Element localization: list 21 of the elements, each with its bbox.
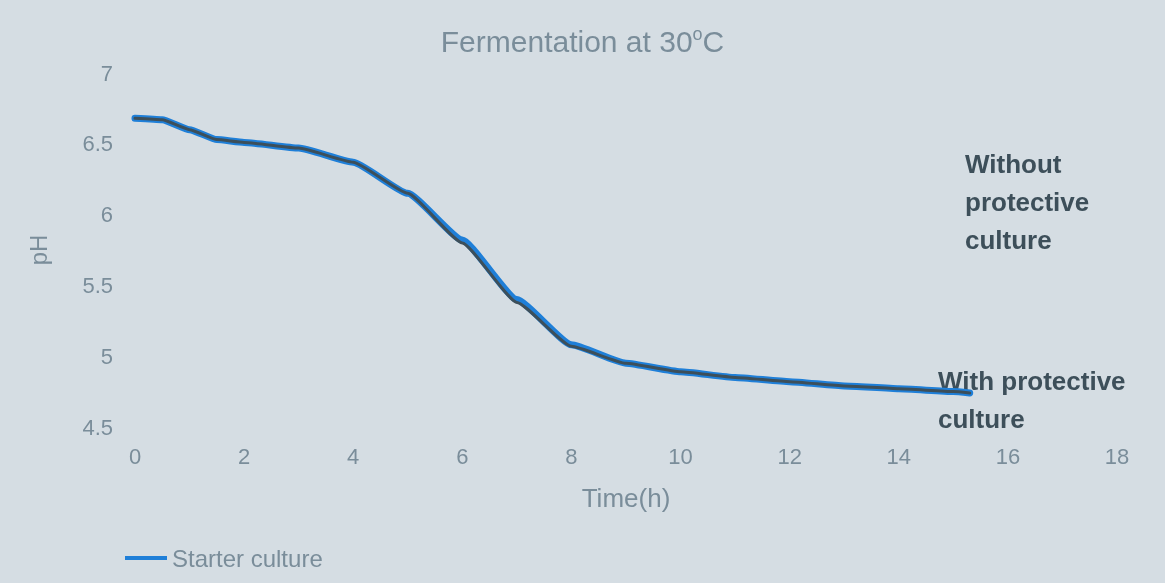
- x-tick-label: 12: [777, 443, 802, 469]
- x-tick-label: 18: [1104, 443, 1130, 469]
- x-tick-label: 4: [347, 443, 360, 469]
- y-tick-label: 4.5: [82, 414, 113, 440]
- x-tick-label: 14: [886, 443, 912, 469]
- y-axis-title: pH: [24, 234, 52, 266]
- x-tick-label: 10: [668, 443, 693, 469]
- y-tick-label: 6.5: [82, 131, 113, 157]
- y-tick-label: 5: [100, 343, 113, 369]
- x-tick-label: 6: [456, 443, 469, 469]
- annotation: Without protective culture: [965, 149, 1090, 255]
- y-tick-label: 5.5: [82, 272, 113, 298]
- x-tick-label: 2: [237, 443, 251, 469]
- x-tick-label: 16: [995, 443, 1021, 469]
- y-tick-label: 6: [100, 202, 113, 228]
- x-axis-title: Time(h): [581, 483, 671, 513]
- annotation: With protective culture: [938, 366, 1126, 434]
- x-tick-label: 0: [128, 443, 142, 469]
- y-tick-label: 7: [100, 60, 113, 86]
- x-tick-label: 8: [565, 443, 578, 469]
- legend-label: Starter culture: [172, 544, 323, 572]
